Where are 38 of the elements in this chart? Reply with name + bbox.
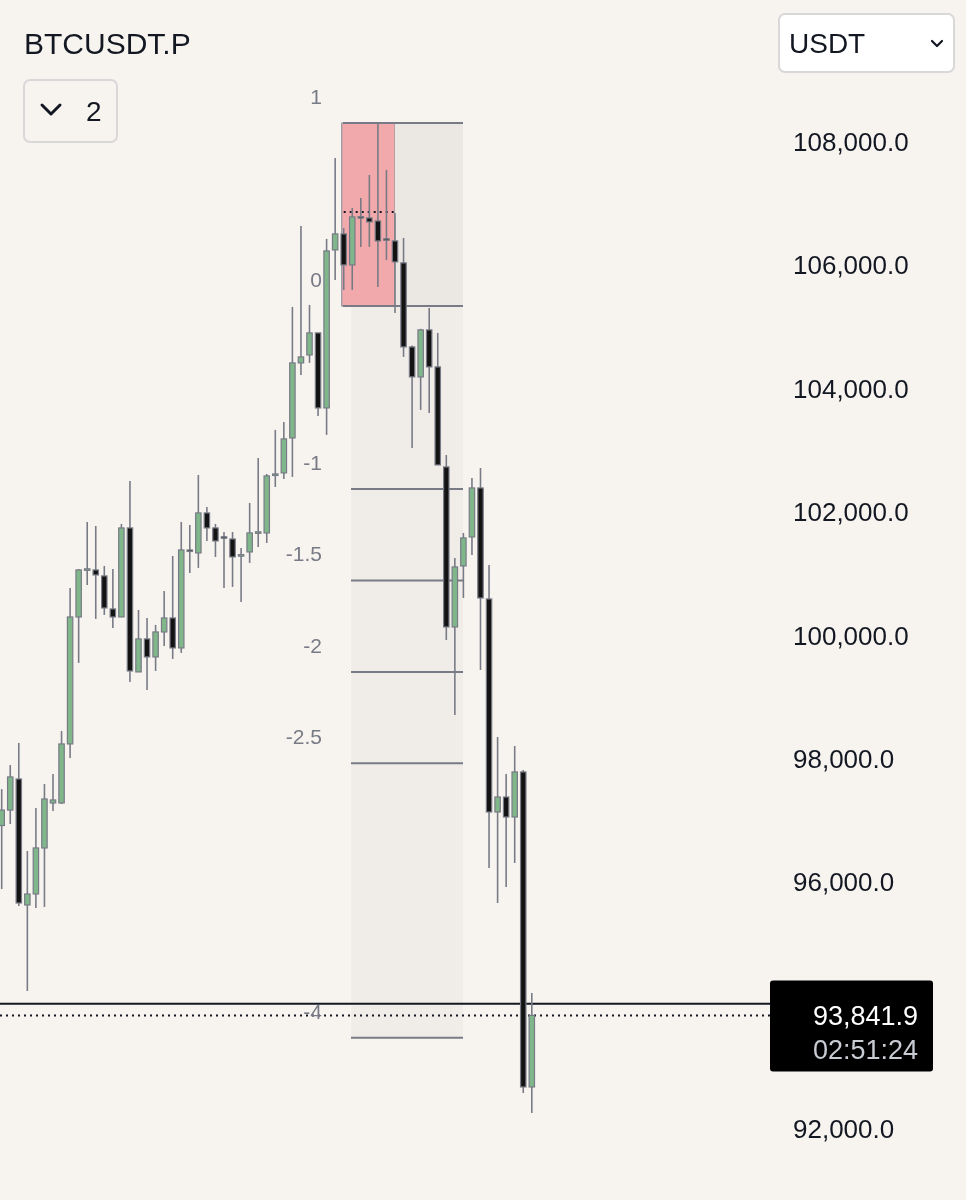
y-tick-label: 102,000.0	[793, 497, 909, 528]
candlestick	[229, 531, 236, 588]
candlestick	[24, 850, 31, 992]
text: 02:51:24	[812, 1034, 918, 1065]
candlestick	[306, 304, 313, 364]
candlestick	[246, 502, 253, 564]
candlestick	[237, 547, 245, 603]
candlestick	[49, 773, 57, 812]
annotation: -1.5	[285, 542, 322, 566]
candlestick	[272, 429, 279, 488]
ref-line-label: 93,841.9	[812, 1000, 918, 1031]
annotation: -1	[303, 450, 322, 474]
y-tick-label: 106,000.0	[793, 250, 909, 281]
text: BTCUSDT.P	[24, 27, 191, 60]
currency-dropdown: USDT	[778, 13, 955, 73]
y-tick-label: 108,000.0	[793, 127, 909, 157]
annotation: -4	[303, 999, 323, 1023]
candlestick	[366, 174, 373, 248]
annotation: 1	[310, 85, 322, 109]
annotation: 2	[86, 95, 102, 127]
y-tick-label: 96,000.0	[793, 867, 895, 898]
annotation: -2	[303, 633, 322, 657]
candlestick	[109, 568, 117, 629]
annotation: 0	[310, 268, 322, 292]
y-tick-label: 92,000.0	[793, 1114, 895, 1145]
annotation: -2.5	[285, 725, 322, 749]
candlestick	[494, 736, 501, 904]
candlestick	[203, 506, 211, 542]
candlestick	[297, 225, 305, 376]
y-tick-label: 104,000.0	[793, 373, 909, 404]
y-tick-label: 98,000.0	[793, 743, 895, 774]
candlestick	[160, 590, 168, 647]
collapse-button: 2	[23, 79, 118, 143]
y-tick-label: 100,000.0	[793, 620, 909, 651]
candlestick	[143, 617, 151, 691]
candlestick	[383, 169, 390, 261]
candlestick	[220, 531, 228, 589]
candlestick	[212, 523, 219, 558]
